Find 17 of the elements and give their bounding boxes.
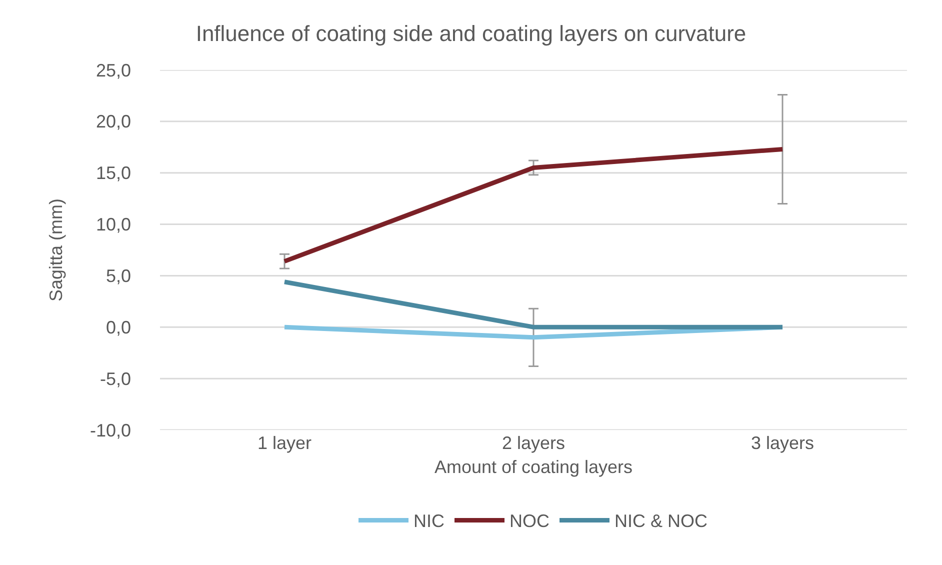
- y-tick-label: 15,0: [96, 163, 131, 184]
- y-tick-label: 5,0: [106, 266, 131, 286]
- y-axis-title: Sagitta (mm): [46, 198, 66, 302]
- y-tick-label: -10,0: [90, 420, 131, 440]
- x-tick-label: 3 layers: [750, 433, 814, 453]
- legend-label: NOC: [510, 511, 550, 532]
- x-tick-label: 1 layer: [257, 433, 312, 453]
- legend-label: NIC: [414, 511, 444, 532]
- y-tick-label: -5,0: [100, 368, 131, 389]
- x-axis-title: Amount of coating layers: [434, 457, 633, 478]
- y-tick-label: 25,0: [96, 60, 131, 80]
- legend-label: NIC & NOC: [614, 511, 708, 532]
- y-tick-label: 0,0: [106, 317, 131, 338]
- y-tick-label: 10,0: [96, 214, 131, 235]
- chart-title: Influence of coating side and coating layers on curvature: [196, 20, 746, 46]
- x-tick-label: 2 layers: [502, 433, 566, 453]
- y-tick-label: 20,0: [96, 112, 131, 132]
